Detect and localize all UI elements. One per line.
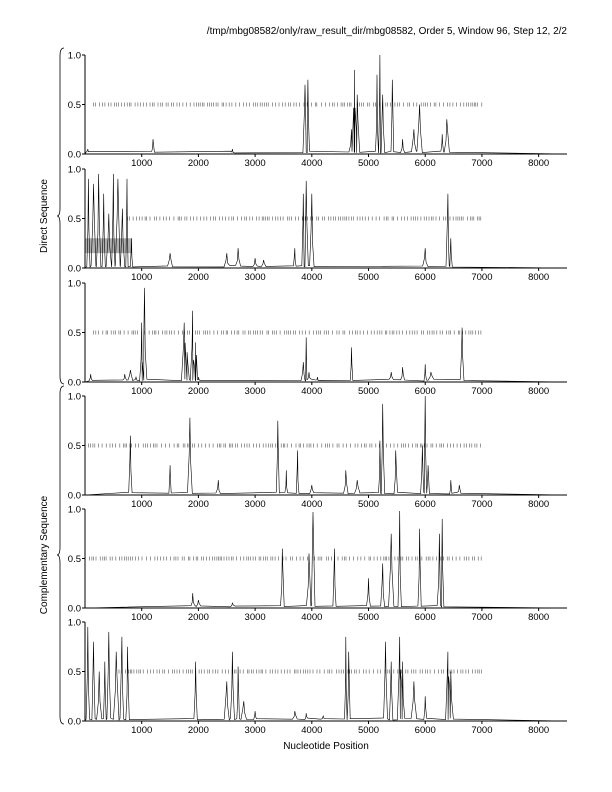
- y-tick-label: 0.0: [68, 150, 81, 161]
- x-tick-label: 3000: [245, 612, 266, 623]
- x-tick-label: 6000: [415, 725, 436, 736]
- x-axis-label: Nucleotide Position: [283, 741, 369, 752]
- series-line: [84, 510, 568, 609]
- y-tick-label: 0.0: [68, 604, 81, 615]
- x-tick-label: 1000: [131, 725, 152, 736]
- x-tick-label: 8000: [528, 272, 549, 283]
- x-tick-label: 8000: [528, 386, 549, 397]
- y-tick-label: 1.0: [68, 51, 81, 62]
- x-tick-label: 4000: [301, 158, 322, 169]
- plot-panels: 0.0 0.5 1.0 1000 2000 3000 4000 5000 6000 7000 800…: [68, 51, 568, 736]
- x-tick-label: 1000: [131, 272, 152, 283]
- x-tick-label: 3000: [245, 158, 266, 169]
- x-tick-label: 2000: [188, 499, 209, 510]
- x-tick-label: 1000: [131, 612, 152, 623]
- header-path: /tmp/mbg08582/only/raw_result_dir/mbg085…: [207, 26, 568, 37]
- direct-sequence-label: Direct Sequence: [39, 179, 50, 253]
- x-tick-label: 4000: [301, 386, 322, 397]
- complementary-group-brace: [56, 385, 65, 725]
- x-tick-label: 3000: [245, 386, 266, 397]
- y-tick-label: 0.5: [68, 554, 81, 565]
- y-tick-label: 1.0: [68, 392, 81, 403]
- y-tick-label: 1.0: [68, 505, 81, 516]
- x-tick-label: 4000: [301, 612, 322, 623]
- y-tick-label: 1.0: [68, 165, 81, 176]
- x-tick-label: 4000: [301, 272, 322, 283]
- x-tick-label: 6000: [415, 499, 436, 510]
- x-tick-label: 6000: [415, 158, 436, 169]
- x-tick-label: 8000: [528, 158, 549, 169]
- x-tick-label: 1000: [131, 499, 152, 510]
- x-tick-label: 6000: [415, 272, 436, 283]
- x-tick-label: 7000: [471, 612, 492, 623]
- y-tick-label: 1.0: [68, 618, 81, 629]
- x-tick-label: 3000: [245, 725, 266, 736]
- x-tick-label: 2000: [188, 612, 209, 623]
- panel-6: 0.0 0.5 1.0 1000 2000 3000 4000 5000 6000 7000 800…: [68, 618, 568, 736]
- y-tick-label: 0.5: [68, 667, 81, 678]
- panel-3: 0.0 0.5 1.0 1000 2000 3000 4000 5000 6000 7000 800…: [68, 279, 568, 397]
- x-tick-label: 5000: [358, 499, 379, 510]
- x-tick-label: 4000: [301, 725, 322, 736]
- series-line: [84, 54, 568, 155]
- x-tick-label: 4000: [301, 499, 322, 510]
- x-tick-label: 8000: [528, 612, 549, 623]
- y-tick-label: 0.5: [68, 100, 81, 111]
- x-tick-label: 6000: [415, 386, 436, 397]
- highlight-band: [85, 238, 133, 254]
- x-tick-label: 5000: [358, 272, 379, 283]
- x-tick-label: 7000: [471, 499, 492, 510]
- panel-2: 0.0 0.5 1.0 1000 2000 3000 4000 5000 6000 7000 800…: [68, 165, 568, 283]
- x-tick-label: 7000: [471, 725, 492, 736]
- x-tick-label: 1000: [131, 386, 152, 397]
- x-tick-label: 6000: [415, 612, 436, 623]
- group-brackets: [56, 47, 65, 725]
- y-tick-label: 1.0: [68, 279, 81, 290]
- x-tick-label: 5000: [358, 612, 379, 623]
- x-tick-label: 5000: [358, 725, 379, 736]
- x-tick-label: 1000: [131, 158, 152, 169]
- y-tick-label: 0.5: [68, 441, 81, 452]
- x-tick-label: 8000: [528, 499, 549, 510]
- y-tick-label: 0.0: [68, 264, 81, 275]
- series-tick-row: [118, 669, 482, 674]
- x-tick-label: 3000: [245, 272, 266, 283]
- x-tick-label: 8000: [528, 725, 549, 736]
- x-tick-label: 7000: [471, 158, 492, 169]
- series-tick-row: [93, 330, 482, 335]
- x-tick-label: 5000: [358, 386, 379, 397]
- series-line: [84, 173, 568, 269]
- series-line: [84, 626, 568, 722]
- complementary-sequence-label: Complementary Sequence: [39, 495, 50, 614]
- direct-group-brace: [56, 47, 65, 385]
- x-tick-label: 2000: [188, 725, 209, 736]
- y-tick-label: 0.0: [68, 491, 81, 502]
- x-tick-label: 7000: [471, 386, 492, 397]
- x-tick-label: 2000: [188, 386, 209, 397]
- x-tick-label: 2000: [188, 158, 209, 169]
- y-tick-label: 0.0: [68, 717, 81, 728]
- panel-1: 0.0 0.5 1.0 1000 2000 3000 4000 5000 6000 7000 800…: [68, 51, 568, 169]
- series-tick-row: [127, 216, 482, 221]
- panel-5: 0.0 0.5 1.0 1000 2000 3000 4000 5000 6000 7000 800…: [68, 505, 568, 623]
- y-tick-label: 0.5: [68, 328, 81, 339]
- x-tick-label: 7000: [471, 272, 492, 283]
- x-tick-label: 3000: [245, 499, 266, 510]
- series-tick-row: [88, 443, 481, 448]
- x-tick-label: 2000: [188, 272, 209, 283]
- x-tick-label: 5000: [358, 158, 379, 169]
- series-tick-row: [93, 102, 483, 107]
- series-line: [84, 287, 568, 383]
- y-tick-label: 0.0: [68, 378, 81, 389]
- y-tick-label: 0.5: [68, 214, 81, 225]
- series-line: [84, 395, 568, 496]
- panel-4: 0.0 0.5 1.0 1000 2000 3000 4000 5000 6000 7000 800…: [68, 392, 568, 510]
- series-tick-row: [89, 556, 482, 561]
